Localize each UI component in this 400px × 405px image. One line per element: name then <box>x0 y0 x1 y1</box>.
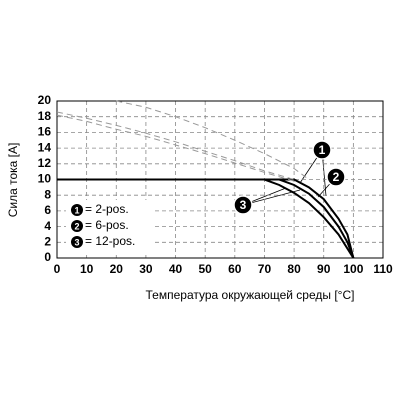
legend-marker-label: 2 <box>74 221 79 231</box>
legend-marker <box>71 236 83 248</box>
y-tick-label: 4 <box>44 219 51 233</box>
callout-label: 3 <box>240 198 247 212</box>
x-tick-label: 10 <box>80 262 94 276</box>
legend-marker-label: 3 <box>74 237 79 247</box>
x-tick-label: 0 <box>54 262 61 276</box>
y-tick-label: 14 <box>38 140 52 154</box>
legend-marker <box>71 220 83 232</box>
x-tick-label: 90 <box>317 262 331 276</box>
reference-line <box>116 100 310 180</box>
legend-label: = 12-pos. <box>85 234 135 248</box>
derating-line <box>57 178 355 259</box>
x-tick-label: 50 <box>199 262 213 276</box>
y-tick-label: 10 <box>38 172 52 186</box>
callout-label: 1 <box>319 143 326 157</box>
reference-line <box>56 114 295 182</box>
derating-line <box>57 178 355 259</box>
y-tick-label: 16 <box>38 125 52 139</box>
legend-marker-label: 1 <box>74 205 79 215</box>
legend-label: = 6-pos. <box>85 218 129 232</box>
y-tick-label: 0 <box>44 250 51 264</box>
x-tick-label: 20 <box>110 262 124 276</box>
x-tick-label: 30 <box>139 262 153 276</box>
y-axis-label: Сила тока [A] <box>6 143 20 218</box>
x-tick-label: 40 <box>169 262 183 276</box>
y-tick-label: 6 <box>44 203 51 217</box>
derating-line <box>57 178 355 259</box>
x-tick-label: 80 <box>287 262 301 276</box>
x-tick-label: 70 <box>258 262 272 276</box>
x-tick-label: 110 <box>373 262 393 276</box>
reference-line <box>56 111 295 180</box>
callout-circle <box>233 195 253 215</box>
x-tick-label: 100 <box>343 262 363 276</box>
callout-circle <box>312 140 332 160</box>
y-tick-label: 12 <box>38 156 52 170</box>
y-tick-label: 8 <box>44 187 51 201</box>
y-tick-label: 20 <box>38 93 52 107</box>
x-tick-label: 60 <box>228 262 242 276</box>
x-axis-label: Температура окружающей среды [°C] <box>146 288 355 302</box>
y-tick-label: 18 <box>38 109 52 123</box>
callout-line <box>242 189 301 206</box>
legend-marker <box>71 204 83 216</box>
callout-label: 2 <box>333 170 340 184</box>
legend-label: = 2-pos. <box>85 202 129 216</box>
y-tick-label: 2 <box>44 234 51 248</box>
callout-circle <box>326 167 346 187</box>
